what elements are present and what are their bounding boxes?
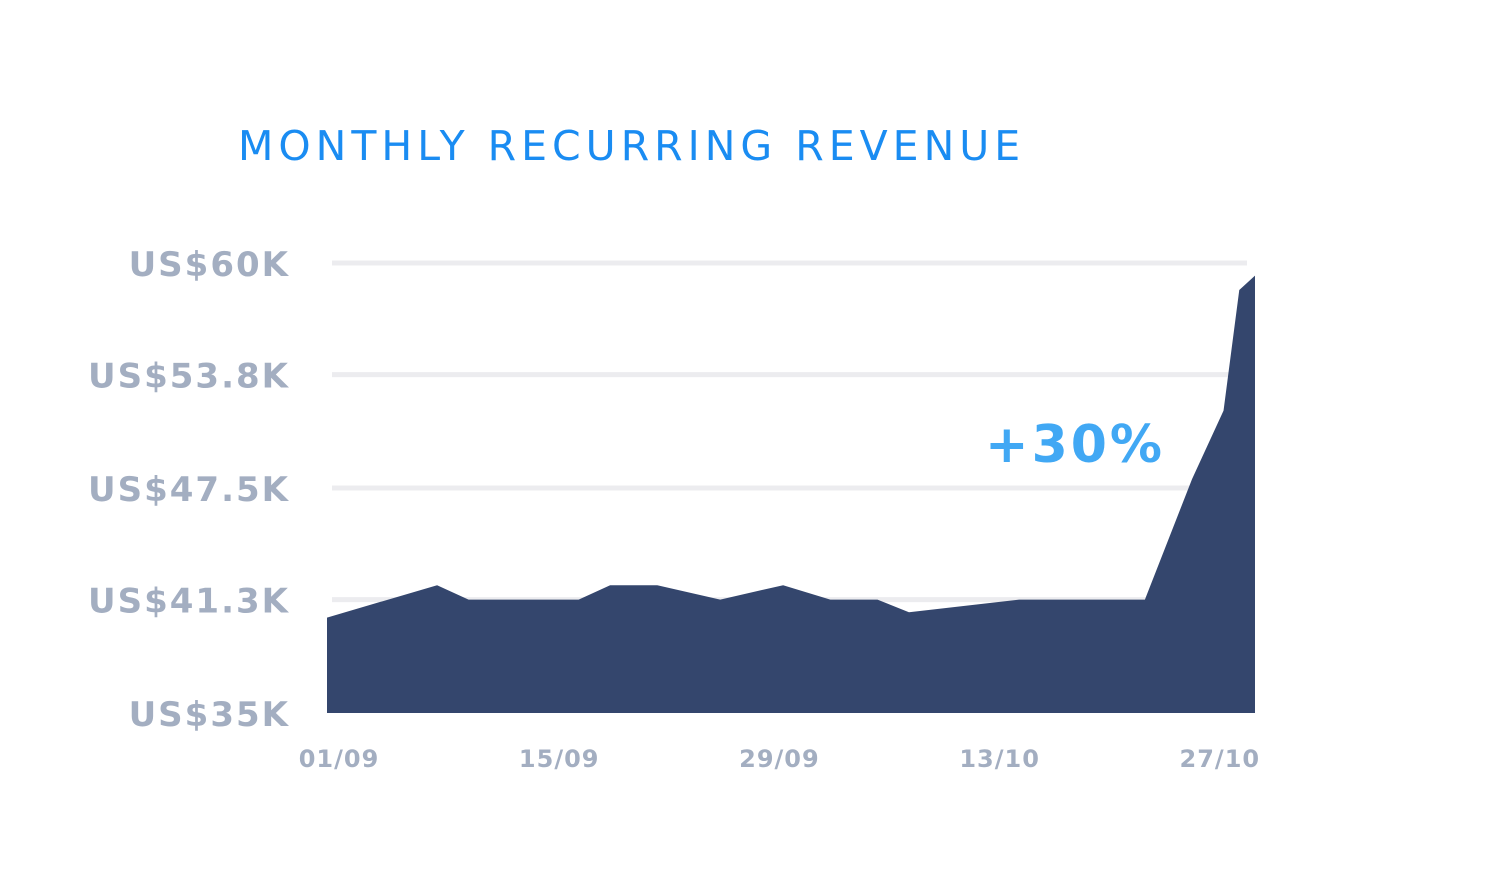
x-tick-label: 29/09 bbox=[739, 745, 820, 773]
growth-annotation: +30% bbox=[985, 415, 1165, 475]
x-tick-label: 13/10 bbox=[959, 745, 1040, 773]
chart-title: MONTHLY RECURRING REVENUE bbox=[238, 122, 1026, 170]
y-axis-labels: US$35K US$41.3K US$47.5K US$53.8K US$60K bbox=[88, 245, 290, 735]
y-tick-label: US$47.5K bbox=[88, 470, 290, 510]
series-area bbox=[327, 275, 1255, 713]
y-tick-label: US$53.8K bbox=[88, 357, 290, 397]
x-tick-label: 01/09 bbox=[299, 745, 380, 773]
y-tick-label: US$60K bbox=[129, 245, 290, 285]
y-tick-label: US$41.3K bbox=[88, 582, 290, 622]
x-tick-label: 27/10 bbox=[1180, 745, 1261, 773]
y-tick-label: US$35K bbox=[129, 695, 290, 735]
revenue-area bbox=[327, 275, 1255, 713]
x-tick-label: 15/09 bbox=[519, 745, 600, 773]
x-axis-labels: 01/09 15/09 29/09 13/10 27/10 bbox=[299, 745, 1261, 773]
